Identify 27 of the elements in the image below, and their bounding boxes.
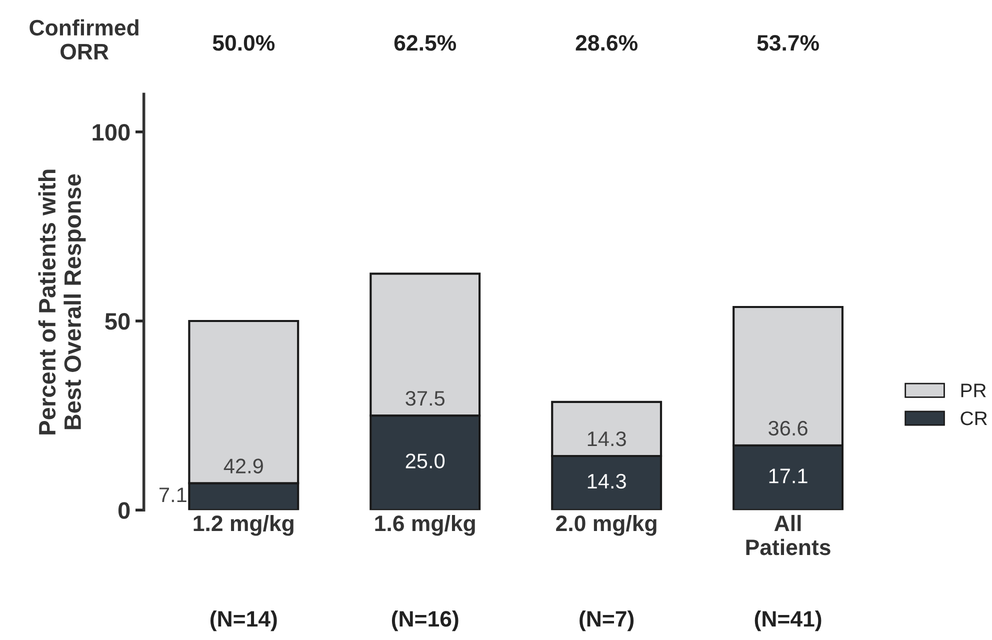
text: (N=7) [580,610,634,632]
legend-label: CR [960,411,987,426]
text: 28.6% [576,35,638,51]
text: 62.5% [394,35,456,51]
data-label: 25.0 [406,454,445,468]
x-tick-label: 2.0 mg/kg [556,514,656,536]
data-label: 14.3 [588,431,626,446]
legend-label: PR [961,384,986,398]
x-tick-label: 1.6 mg/kg [375,514,475,536]
y-axis-title: Percent of Patients with Best Overall Response [38,170,86,434]
text: 50.0% [212,35,275,51]
text: (N=14) [210,610,277,632]
y-tick-label: 0 [118,502,130,519]
data-label: 37.5 [406,390,445,406]
text: 53.7% [757,35,819,51]
text: Confirmed ORR [30,19,138,60]
data-label: 42.9 [224,458,263,474]
x-tick-label: 1.2 mg/kg [194,514,294,536]
data-label: 7.1 [160,488,186,502]
data-label: 17.1 [769,468,808,484]
y-tick-label: 100 [92,124,130,141]
data-label: 36.6 [768,420,808,436]
y-tick-label: 50 [105,313,130,330]
text: (N=41) [754,610,822,632]
text: (N=16) [392,610,458,632]
x-tick-label: All Patients [746,514,830,556]
data-label: 14.3 [588,474,626,489]
